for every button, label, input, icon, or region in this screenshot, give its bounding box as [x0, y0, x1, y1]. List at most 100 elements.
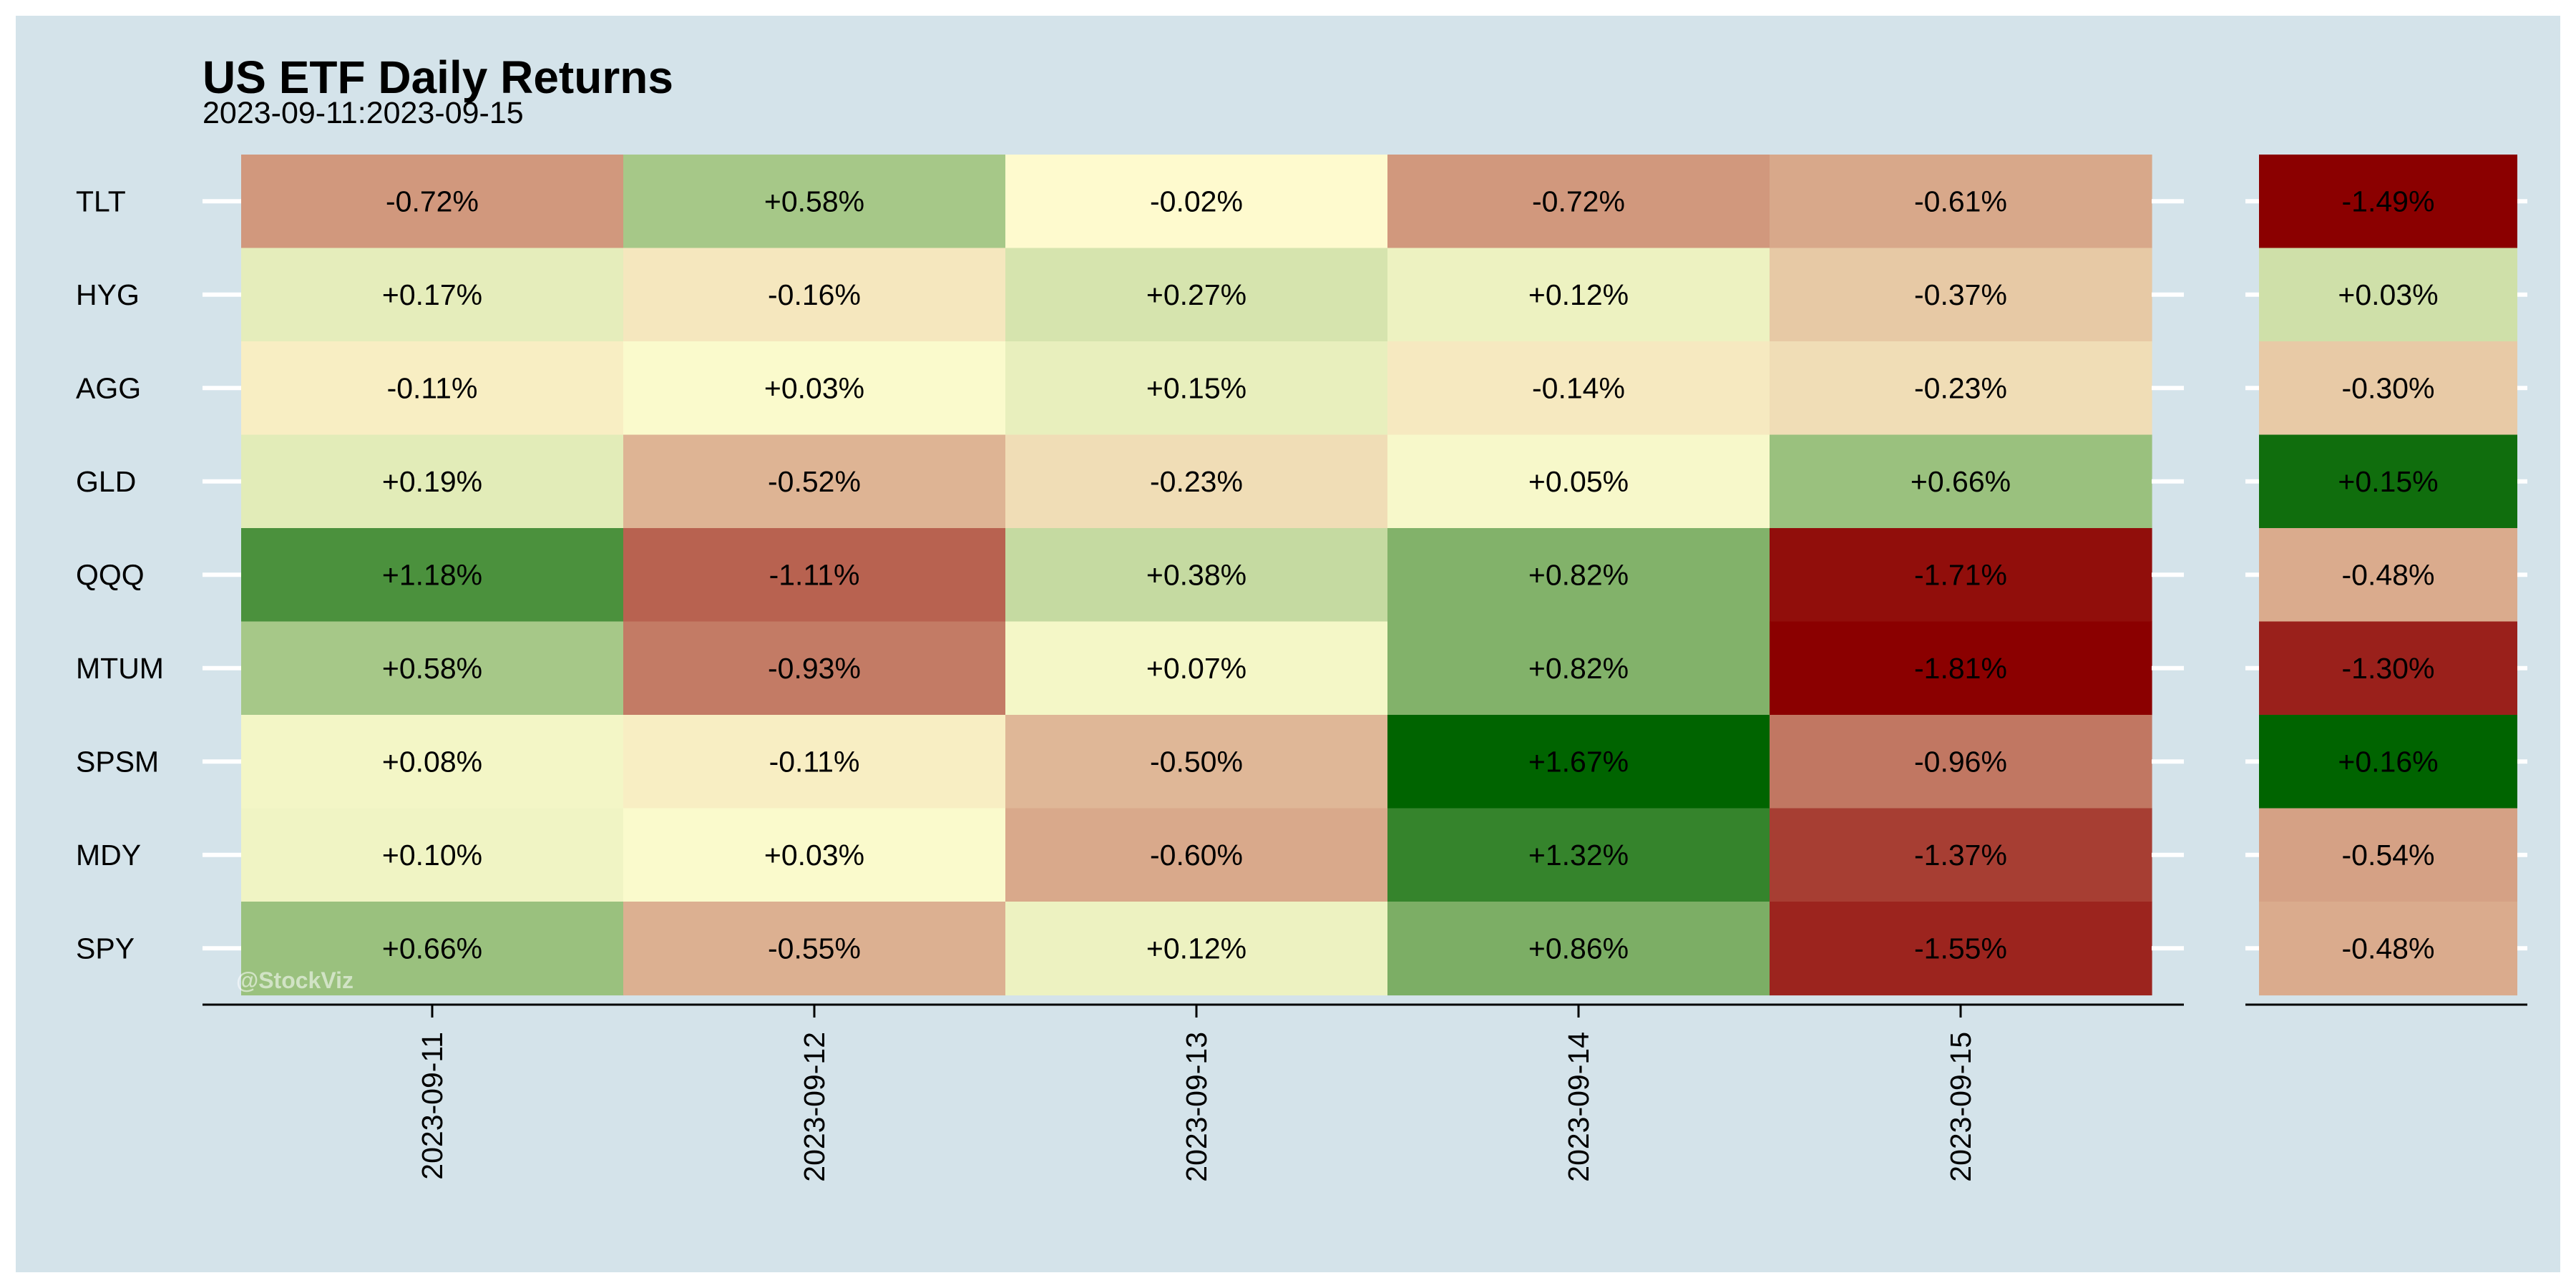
cell-value-label: +1.32% — [1528, 839, 1629, 872]
cell-value-label: +0.58% — [382, 652, 482, 685]
heatmap-cell — [1770, 434, 2152, 529]
heatmap-cell — [241, 902, 624, 996]
cell-value-label: -0.50% — [1150, 745, 1243, 778]
cell-value-label: -1.71% — [1914, 558, 2007, 591]
summary-cell — [2259, 902, 2517, 996]
cell-value-label: +0.82% — [1528, 558, 1629, 591]
heatmap-cell — [1387, 528, 1770, 623]
cell-value-label: +1.18% — [382, 558, 482, 591]
cell-value-label: -0.11% — [387, 371, 478, 404]
cell-value-label: +1.67% — [1528, 745, 1629, 778]
heatmap-cell — [1770, 715, 2152, 809]
summary-value-label: -0.48% — [2342, 558, 2435, 591]
cell-value-label: +0.15% — [1146, 371, 1246, 404]
cell-value-label: +0.07% — [1146, 652, 1246, 685]
x-tick-label: 2023-09-12 — [798, 1032, 831, 1182]
y-tick-label: QQQ — [76, 558, 145, 591]
heatmap-cell — [623, 902, 1006, 996]
summary-value-label: +0.03% — [2338, 278, 2438, 311]
heatmap-cell — [1005, 621, 1388, 716]
chart-title: US ETF Daily Returns — [203, 52, 673, 103]
x-tick-label: 2023-09-14 — [1562, 1032, 1595, 1182]
heatmap-cell — [1387, 715, 1770, 809]
heatmap-cell — [1005, 248, 1388, 342]
y-tick-label: AGG — [76, 371, 141, 404]
heatmap-cell — [623, 528, 1006, 623]
heatmap-cell — [1005, 434, 1388, 529]
summary-cell — [2259, 808, 2517, 902]
cell-value-label: +0.58% — [764, 185, 864, 218]
heatmap-cell — [241, 155, 624, 249]
heatmap-cell — [1387, 902, 1770, 996]
cell-value-label: +0.17% — [382, 278, 482, 311]
heatmap-cell — [1387, 155, 1770, 249]
summary-cell — [2259, 621, 2517, 716]
heatmap-cell — [241, 715, 624, 809]
summary-cell — [2259, 248, 2517, 342]
cell-value-label: -0.93% — [768, 652, 861, 685]
summary-cell — [2259, 528, 2517, 623]
heatmap-cell — [623, 341, 1006, 436]
cell-value-label: +0.12% — [1528, 278, 1629, 311]
heatmap-cell — [1005, 155, 1388, 249]
heatmap-cell — [241, 621, 624, 716]
heatmap-cell — [241, 248, 624, 342]
heatmap-cell — [623, 248, 1006, 342]
cell-value-label: -1.55% — [1914, 932, 2007, 965]
main-heatmap-cells: -0.72% +0.58% -0.02% -0.72% -0.61% +0.17% -0.1… — [241, 155, 2152, 996]
cell-value-label: -0.14% — [1532, 371, 1625, 404]
cell-value-label: +0.08% — [382, 745, 482, 778]
heatmap-cell — [1770, 808, 2152, 902]
cell-value-label: -0.55% — [768, 932, 861, 965]
heatmap-cell — [1005, 341, 1388, 436]
cell-value-label: +0.05% — [1528, 465, 1629, 498]
heatmap-cell — [241, 808, 624, 902]
cell-value-label: +0.66% — [1911, 465, 2011, 498]
cell-value-label: -0.37% — [1914, 278, 2007, 311]
summary-cell — [2259, 434, 2517, 529]
heatmap-cell — [1770, 902, 2152, 996]
cell-value-label: -0.72% — [1532, 185, 1625, 218]
y-tick-label: HYG — [76, 278, 140, 311]
heatmap-cell — [623, 155, 1006, 249]
cell-value-label: -0.16% — [768, 278, 861, 311]
heatmap-cell — [1005, 902, 1388, 996]
y-tick-label: SPY — [76, 932, 135, 965]
heatmap-cell — [1387, 621, 1770, 716]
heatmap-cell — [1005, 528, 1388, 623]
heatmap-cell — [1387, 248, 1770, 342]
heatmap-cell — [623, 434, 1006, 529]
cell-value-label: +0.66% — [382, 932, 482, 965]
cell-value-label: -1.81% — [1914, 652, 2007, 685]
heatmap-cell — [1387, 341, 1770, 436]
summary-heatmap-cells: -1.49% +0.03% -0.30% +0.15% -0.48% -1.30% +0.1… — [2259, 155, 2517, 996]
x-tick-label: 2023-09-13 — [1180, 1032, 1213, 1182]
heatmap-cell — [1005, 808, 1388, 902]
cell-value-label: -0.52% — [768, 465, 861, 498]
heatmap-cell — [1770, 248, 2152, 342]
heatmap-cell — [1387, 808, 1770, 902]
heatmap-cell — [1770, 621, 2152, 716]
x-tick-label: 2023-09-15 — [1944, 1032, 1977, 1182]
heatmap-cell — [1770, 528, 2152, 623]
axis-labels: TLT HYG AGG GLD QQQ MTUM SPSM MDY SPY 2023-09-11 2… — [76, 185, 1977, 1181]
summary-value-label: -0.30% — [2342, 371, 2435, 404]
summary-cell — [2259, 715, 2517, 809]
heatmap-cell — [623, 621, 1006, 716]
summary-value-label: -0.54% — [2342, 839, 2435, 872]
cell-value-label: -0.96% — [1914, 745, 2007, 778]
cell-value-label: +0.10% — [382, 839, 482, 872]
heatmap-cell — [1770, 155, 2152, 249]
chart-subtitle: 2023-09-11:2023-09-15 — [203, 96, 524, 130]
summary-value-label: +0.16% — [2338, 745, 2438, 778]
cell-value-label: -0.02% — [1150, 185, 1243, 218]
heatmap-cell — [623, 808, 1006, 902]
summary-value-label: -1.30% — [2342, 652, 2435, 685]
cell-value-label: -0.72% — [386, 185, 479, 218]
cell-value-label: -0.11% — [769, 745, 860, 778]
cell-value-label: +0.38% — [1146, 558, 1246, 591]
heatmap-cell — [1770, 341, 2152, 436]
cell-value-label: +0.82% — [1528, 652, 1629, 685]
